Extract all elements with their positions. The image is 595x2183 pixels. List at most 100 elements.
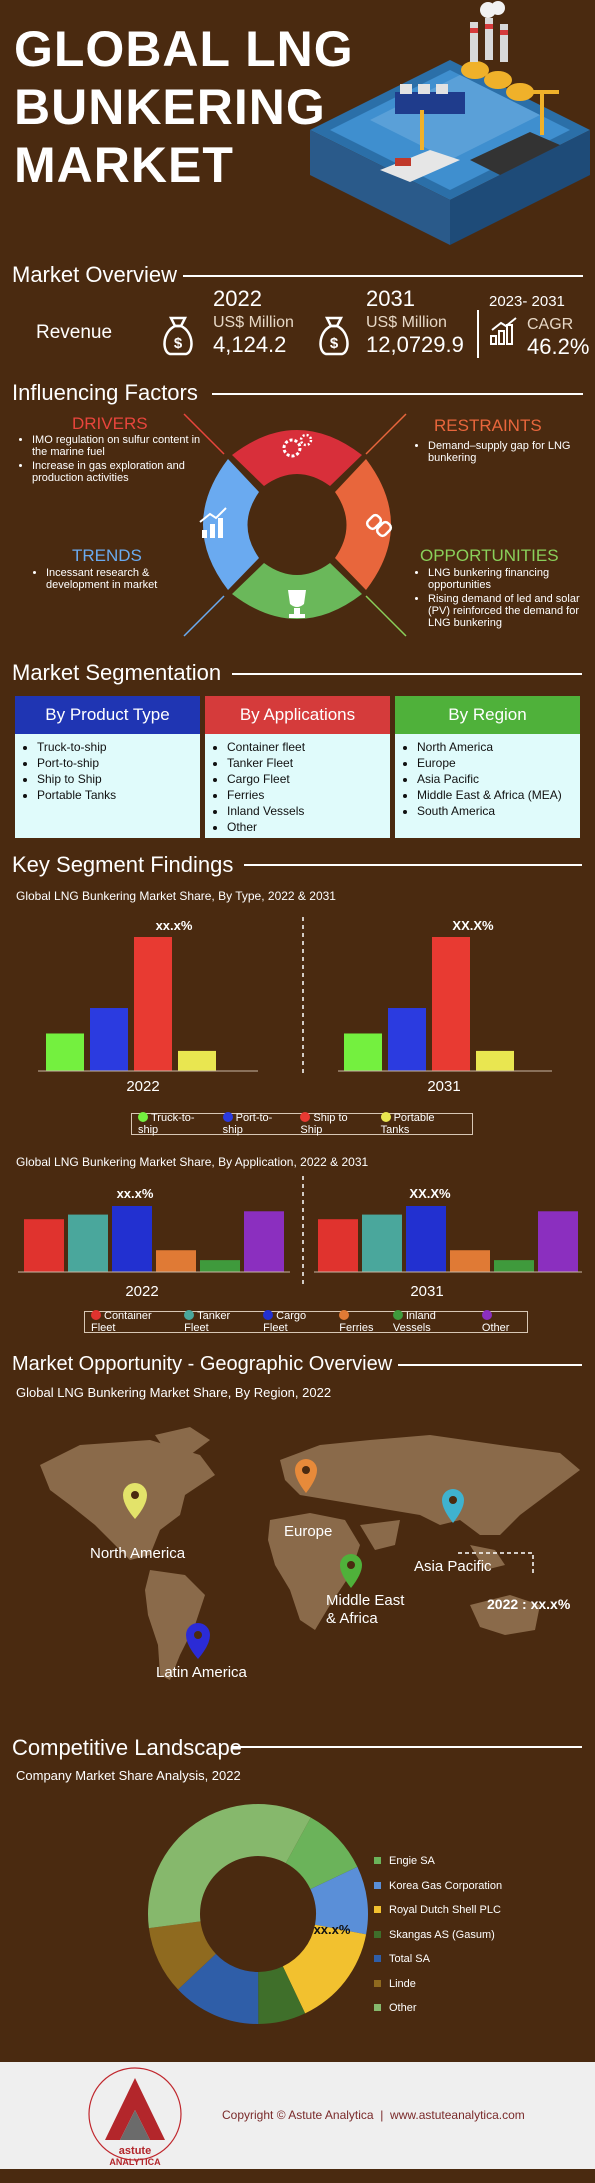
svg-text:$: $: [174, 335, 183, 352]
bar-ferries: [156, 1250, 196, 1272]
list-item: Container fleet: [227, 740, 384, 754]
trophy-icon: [288, 590, 306, 618]
segment-body: North America Europe Asia Pacific Middle…: [395, 734, 580, 838]
year-2031: 2031: [366, 286, 415, 311]
astute-analytica-logo: astute ANALYTICA: [88, 2067, 182, 2167]
list-item: LNG bunkering financing opportunities: [428, 567, 595, 591]
footer: [0, 2062, 595, 2169]
bar-inland-vessels: [200, 1260, 240, 1272]
x-label: 2022: [125, 1283, 158, 1300]
location-pin-asia-pacific: [442, 1489, 464, 1523]
competitive-subtitle: Company Market Share Analysis, 2022: [16, 1768, 241, 1783]
chart-title: Global LNG Bunkering Market Share, By Ty…: [16, 889, 336, 903]
segment-region: By Region North America Europe Asia Paci…: [395, 696, 580, 838]
geo-subtitle: Global LNG Bunkering Market Share, By Re…: [16, 1385, 332, 1400]
factors-ring: [183, 413, 407, 637]
segment-body: Container fleet Tanker Fleet Cargo Fleet…: [205, 734, 390, 838]
cagr-value: 46.2%: [527, 334, 590, 359]
chart-title: Global LNG Bunkering Market Share, By Ap…: [16, 1155, 369, 1169]
list-item: Port-to-ship: [37, 756, 194, 770]
region-label: Middle East & Africa: [326, 1592, 405, 1627]
unit-2022: US$ Million: [213, 314, 294, 331]
bar-portable-tanks: [178, 1050, 216, 1071]
bar-cargo-fleet: [406, 1206, 446, 1272]
bar-other: [244, 1211, 284, 1272]
money-bag-icon: $: [160, 312, 196, 361]
divider: [232, 673, 582, 675]
legend-item: Royal Dutch Shell PLC: [374, 1898, 502, 1923]
divider: [231, 1746, 582, 1748]
legend-item: Other: [374, 1996, 502, 2021]
restraints-title: RESTRAINTS: [434, 416, 542, 435]
legend-item: Korea Gas Corporation: [374, 1874, 502, 1899]
logo-text: ANALYTICA: [109, 2157, 161, 2167]
type-share-chart: xx.x% XX.X% 2022 2031: [38, 917, 552, 1095]
drivers-title: DRIVERS: [72, 414, 148, 433]
bar-tanker-fleet: [362, 1214, 402, 1272]
title-line-2: BUNKERING: [14, 79, 326, 135]
list-item: Portable Tanks: [37, 788, 194, 802]
bar-truck-to-ship: [344, 1033, 382, 1071]
title-line-1: GLOBAL LNG: [14, 21, 354, 77]
cagr-label: CAGR: [527, 316, 574, 333]
list-item: Europe: [417, 756, 574, 770]
list-item: South America: [417, 804, 574, 818]
segment-header: By Region: [395, 696, 580, 734]
legend-item: Skangas AS (Gasum): [374, 1923, 502, 1948]
bar-port-to-ship: [90, 1008, 128, 1071]
trends-title: TRENDS: [72, 546, 142, 565]
company-share-donut: xx.x%: [148, 1804, 368, 2024]
legend-item: Cargo Fleet: [263, 1310, 307, 1334]
bar-portable-tanks: [476, 1050, 514, 1071]
x-label: 2031: [410, 1283, 443, 1300]
legend-item: Engie SA: [374, 1849, 502, 1874]
list-item: Increase in gas exploration and producti…: [32, 460, 212, 484]
legend-item: Other: [481, 1310, 521, 1334]
slice-royal-dutch-shell-plc: [282, 1924, 367, 2014]
region-label: Asia Pacific: [414, 1558, 492, 1575]
divider: [244, 864, 582, 866]
drivers-list: IMO regulation on sulfur content in the …: [14, 434, 212, 486]
divider: [477, 310, 479, 358]
slice-other: [148, 1804, 311, 1929]
world-map: [40, 1427, 580, 1680]
divider: [183, 275, 583, 277]
legend-item: Tanker Fleet: [184, 1310, 231, 1334]
bar-ship-to-ship: [134, 937, 172, 1071]
gears-icon: [282, 433, 313, 458]
market-segmentation-heading: Market Segmentation: [12, 660, 222, 685]
list-item: Other: [227, 820, 384, 834]
bar-container-fleet: [24, 1219, 64, 1272]
legend-item: Portable Tanks: [380, 1112, 435, 1136]
bar-inland-vessels: [494, 1260, 534, 1272]
slice-skangas-as-gasum-: [258, 1966, 306, 2024]
list-item: Tanker Fleet: [227, 756, 384, 770]
slice-total-sa: [178, 1953, 259, 2024]
type-chart-legend: Truck-to-ship Port-to-ship Ship to Ship …: [131, 1112, 473, 1136]
restraints-list: Demand–supply gap for LNG bunkering: [410, 440, 588, 466]
influencing-factors-heading: Influencing Factors: [12, 380, 198, 405]
value-2031: 12,0729.9: [366, 332, 464, 357]
broken-link-icon: [365, 513, 393, 538]
list-item: Ferries: [227, 788, 384, 802]
region-label: Europe: [284, 1523, 333, 1540]
list-item: IMO regulation on sulfur content in the …: [32, 434, 212, 458]
location-pin-latin-america: [186, 1623, 210, 1659]
footer-bar: [0, 2169, 595, 2183]
region-label: Latin America: [156, 1664, 247, 1681]
legend-item: Total SA: [374, 1947, 502, 1972]
year-2022: 2022: [213, 286, 262, 311]
segment-applications: By Applications Container fleet Tanker F…: [205, 696, 390, 838]
location-pin-europe: [295, 1459, 317, 1493]
list-item: Asia Pacific: [417, 772, 574, 786]
bar-port-to-ship: [388, 1008, 426, 1071]
legend-item: Port-to-ship: [222, 1112, 273, 1136]
geo-heading: Market Opportunity - Geographic Overview: [12, 1353, 393, 1375]
bar-ship-to-ship: [432, 937, 470, 1071]
divider: [212, 393, 583, 395]
annotation: XX.X%: [452, 918, 494, 933]
revenue-label: Revenue: [36, 322, 113, 343]
bar-other: [538, 1211, 578, 1272]
annotation: xx.x%: [156, 918, 193, 933]
cagr-period: 2023- 2031: [489, 293, 565, 310]
